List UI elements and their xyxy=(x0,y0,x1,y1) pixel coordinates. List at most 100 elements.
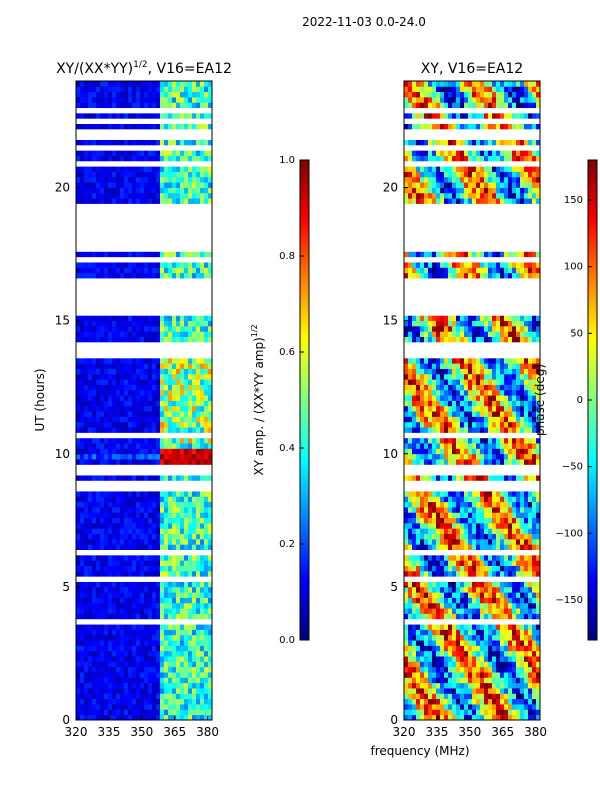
amplitude-cell xyxy=(128,400,133,407)
phase-cell xyxy=(492,656,497,662)
phase-cell xyxy=(464,586,469,593)
amplitude-cell xyxy=(176,395,181,401)
amplitude-cell xyxy=(136,517,141,524)
phase-cell xyxy=(408,704,413,710)
amplitude-cell xyxy=(80,256,85,263)
amplitude-cell xyxy=(188,597,193,604)
phase-cell xyxy=(448,677,453,684)
amplitude-cell xyxy=(176,214,181,220)
amplitude-cell xyxy=(128,491,133,497)
phase-cell xyxy=(504,597,509,604)
phase-cell xyxy=(460,698,465,705)
amplitude-cell xyxy=(180,448,185,455)
amplitude-cell xyxy=(160,560,165,566)
amplitude-cell xyxy=(180,560,185,566)
amplitude-cell xyxy=(128,629,133,636)
amplitude-cell xyxy=(164,576,169,582)
amplitude-cell xyxy=(76,331,81,337)
amplitude-cell xyxy=(144,666,149,673)
amplitude-cell xyxy=(128,586,133,593)
amplitude-cell xyxy=(152,272,157,279)
phase-cell xyxy=(484,640,489,646)
amplitude-cell xyxy=(196,608,201,614)
amplitude-cell xyxy=(132,437,137,444)
amplitude-cell xyxy=(120,331,125,337)
phase-cell xyxy=(408,602,413,609)
amplitude-cell xyxy=(184,640,189,646)
amplitude-cell xyxy=(200,512,205,519)
amplitude-cell xyxy=(136,672,141,678)
amplitude-cell xyxy=(76,389,81,396)
left-y-axis-label: UT (hours) xyxy=(33,368,47,431)
amplitude-cell xyxy=(188,91,193,98)
amplitude-cell xyxy=(96,352,101,359)
amplitude-cell xyxy=(104,86,109,93)
amplitude-cell xyxy=(76,315,81,322)
phase-cell xyxy=(416,581,421,588)
amplitude-cell xyxy=(88,437,93,444)
amplitude-cell xyxy=(92,496,97,503)
phase-cell xyxy=(428,640,433,646)
amplitude-cell xyxy=(188,379,193,385)
amplitude-cell xyxy=(144,549,149,556)
amplitude-cell xyxy=(140,405,145,412)
amplitude-cell xyxy=(80,341,85,348)
amplitude-cell xyxy=(100,309,105,316)
amplitude-cell xyxy=(124,560,129,566)
amplitude-cell xyxy=(100,634,105,641)
phase-cell xyxy=(476,688,481,694)
amplitude-cell xyxy=(152,485,157,492)
amplitude-cell xyxy=(156,192,161,199)
amplitude-cell xyxy=(180,256,185,263)
amplitude-cell xyxy=(136,112,141,119)
amplitude-cell xyxy=(204,384,209,391)
amplitude-cell xyxy=(160,405,165,412)
amplitude-cell xyxy=(156,512,161,519)
amplitude-cell xyxy=(148,251,153,258)
amplitude-cell xyxy=(208,677,212,684)
phase-cell xyxy=(452,624,457,630)
amplitude-cell xyxy=(180,198,185,204)
amplitude-cell xyxy=(136,640,141,646)
amplitude-cell xyxy=(196,102,201,109)
amplitude-cell xyxy=(112,624,117,630)
amplitude-cell xyxy=(188,336,193,343)
amplitude-cell xyxy=(96,112,101,119)
amplitude-cell xyxy=(204,160,209,167)
amplitude-cell xyxy=(120,107,125,114)
amplitude-cell xyxy=(100,650,105,657)
phase-cell xyxy=(488,682,493,689)
amplitude-cell xyxy=(208,299,212,306)
amplitude-cell xyxy=(176,278,181,284)
amplitude-cell xyxy=(156,246,161,252)
amplitude-cell xyxy=(192,357,197,364)
amplitude-cell xyxy=(80,267,85,274)
amplitude-cell xyxy=(180,602,185,609)
amplitude-cell xyxy=(172,592,177,598)
amplitude-cell xyxy=(128,672,133,678)
amplitude-cell xyxy=(172,533,177,540)
phase-cell xyxy=(492,602,497,609)
amplitude-cell xyxy=(84,373,89,380)
amplitude-cell xyxy=(100,363,105,369)
amplitude-cell xyxy=(188,134,193,140)
phase-cell xyxy=(508,608,513,614)
amplitude-cell xyxy=(208,256,212,263)
amplitude-cell xyxy=(96,698,101,705)
phase-cell xyxy=(428,650,433,657)
amplitude-cell xyxy=(200,453,205,460)
amplitude-cell xyxy=(164,203,169,210)
amplitude-cell xyxy=(144,278,149,284)
phase-cell xyxy=(488,661,493,668)
amplitude-cell xyxy=(84,453,89,460)
phase-cell xyxy=(424,704,429,710)
amplitude-cell xyxy=(136,336,141,343)
amplitude-cell xyxy=(152,576,157,582)
amplitude-cell xyxy=(200,363,205,369)
amplitude-cell xyxy=(120,203,125,210)
phase-cell xyxy=(448,682,453,689)
phase-cell xyxy=(404,714,409,720)
amplitude-cell xyxy=(184,336,189,343)
amplitude-cell xyxy=(164,336,169,343)
amplitude-cell xyxy=(104,645,109,652)
